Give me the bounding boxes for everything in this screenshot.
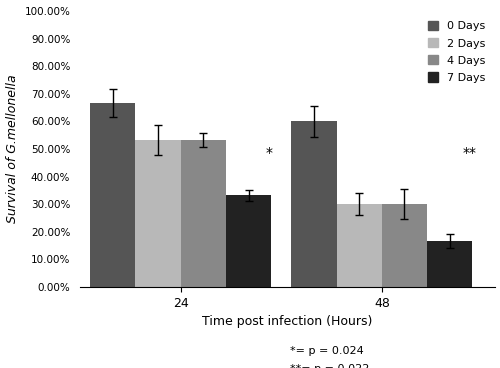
Y-axis label: Survival of G.mellonella: Survival of G.mellonella [6, 75, 19, 223]
Bar [292, 121, 337, 287]
Text: *: * [265, 146, 272, 160]
X-axis label: Time post infection (Hours): Time post infection (Hours) [202, 315, 372, 328]
Bar [427, 241, 472, 287]
Text: **= p = 0.022: **= p = 0.022 [290, 364, 370, 368]
Bar [382, 204, 427, 287]
Bar [90, 103, 136, 287]
Bar [180, 140, 226, 287]
Text: **: ** [463, 146, 477, 160]
Bar [336, 204, 382, 287]
Text: *= p = 0.024: *= p = 0.024 [290, 346, 364, 356]
Bar [226, 195, 271, 287]
Bar [136, 140, 180, 287]
Legend: 0 Days, 2 Days, 4 Days, 7 Days: 0 Days, 2 Days, 4 Days, 7 Days [424, 17, 490, 87]
